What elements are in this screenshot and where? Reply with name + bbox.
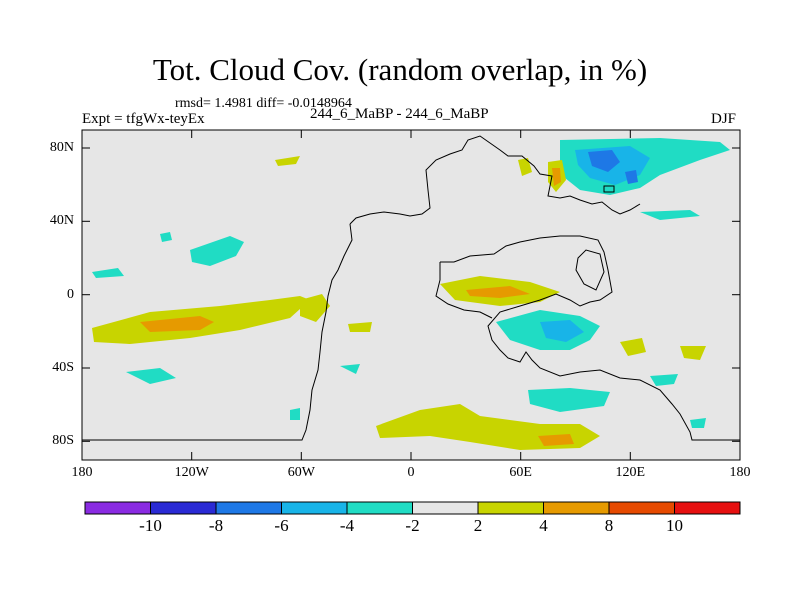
comparison-subtitle: 244_6_MaBP - 244_6_MaBP [310,106,489,122]
contour-cyan-indian [540,320,584,342]
contour-yellow-sw [620,338,646,356]
x-tick-marks [81,130,741,460]
colorbar-label: 10 [666,516,683,535]
contour-teal-small-1 [92,268,124,278]
colorbar-label: -8 [208,516,224,535]
plot-title: Tot. Cloud Cov. (random overlap, in %) [152,52,648,87]
coastlines [82,135,740,441]
colorbar-box [150,501,217,515]
contour-yellow-natl [275,156,300,166]
experiment-label: Expt = tfgWx-teyEx [82,111,205,127]
contour-teal-sw-pac [290,408,300,420]
x-tick-label: 180 [729,465,751,480]
colorbar-boxes [84,501,741,515]
contour-orange-south [538,434,574,446]
contour-blue-arctic [588,150,620,172]
anomaly-contours [92,138,730,450]
contour-teal-natl [640,210,700,220]
contour-yellow-se [680,346,706,360]
contour-orange-greenland [552,168,561,186]
colorbar-label: -6 [274,516,289,535]
x-tick-label: 120E [615,465,646,480]
contour-teal-npac [190,236,244,266]
colorbar-box [477,501,544,515]
y-tick-label: 0 [67,286,74,302]
contour-teal-se [650,374,678,386]
colorbar-label: -2 [405,516,420,535]
y-tick-label: 40N [49,213,74,229]
x-tick-label: 120W [174,465,209,480]
colorbar-box [412,501,479,515]
contour-teal-sindian [528,388,610,412]
x-tick-label: 60W [287,465,315,480]
coastline-africa-eurasia [435,235,740,441]
colorbar-box [281,501,348,515]
colorbar-box [346,501,413,515]
colorbar-label: 4 [539,516,548,535]
contour-teal-far-se [690,418,706,428]
colorbar-box [674,501,741,515]
y-tick-label: 80S [52,433,74,449]
colorbar-box [608,501,675,515]
contour-teal-satl-2 [340,364,360,374]
contour-teal-satl [126,368,176,384]
contour-blue-arctic-2 [625,170,638,184]
contour-teal-small-2 [160,232,172,242]
coastline-americas [82,135,641,441]
y-tick-marks [82,147,740,442]
colorbar-label: 2 [473,516,483,535]
y-tick-label: 40S [52,360,74,375]
colorbar-label: 8 [604,516,614,535]
contour-yellow-atl-2 [348,322,372,332]
contour-orange-equator [466,286,530,298]
coastline-asia-east [575,249,605,291]
colorbar-label: -10 [139,516,162,535]
colorbar-label: -4 [339,516,355,535]
y-tick-label: 80N [49,140,74,155]
season-label: DJF [711,111,737,127]
colorbar-box [543,501,610,515]
rmsd-diff-stats: rmsd= 1.4981 diff= -0.0148964 [175,96,352,111]
coastline-island [603,185,615,193]
contour-yellow-north [518,158,532,176]
x-tick-label: 60E [509,465,532,480]
x-tick-label: 180 [71,465,93,480]
x-tick-label: 0 [407,465,415,480]
contour-yellow-mid-atl [300,294,330,322]
colorbar-box [84,501,151,515]
contour-orange-spac [140,316,214,332]
colorbar-box [215,501,282,515]
